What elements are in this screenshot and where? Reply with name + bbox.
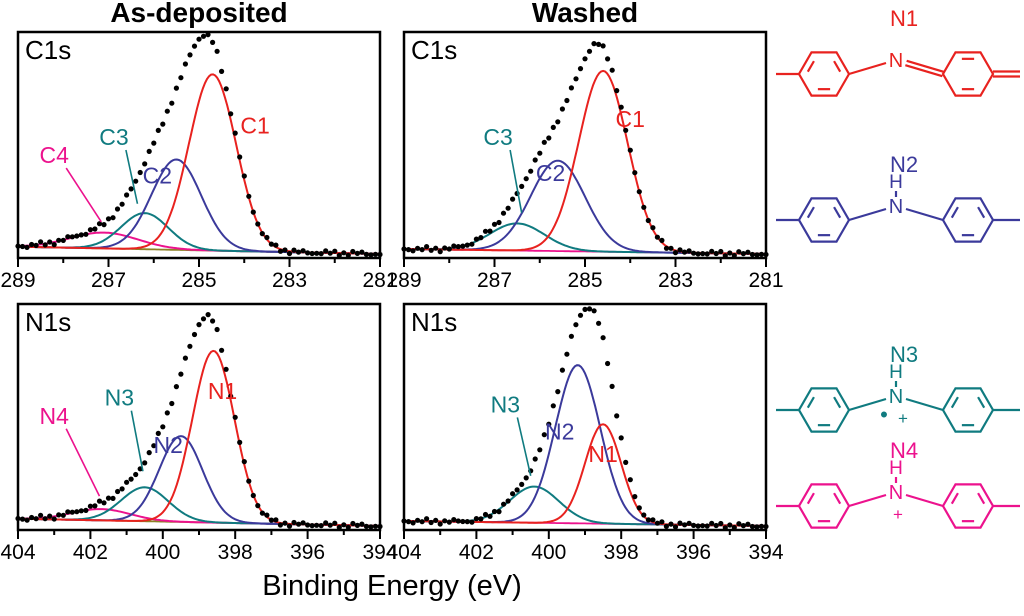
hydrogen-atom: H xyxy=(889,458,903,479)
structure-drawing-N4 xyxy=(776,477,1020,529)
structure-drawing-N1 xyxy=(776,51,1020,97)
x-axis-label: Binding Energy (eV) xyxy=(262,570,522,602)
annotation-pointer-C3 xyxy=(125,149,139,204)
nitrogen-atom: N xyxy=(889,482,903,504)
peak-label-C2: C2 xyxy=(536,160,565,186)
svg-text:400: 400 xyxy=(531,541,566,564)
annotation-pointer-N4 xyxy=(65,428,101,497)
peak-label-C4: C4 xyxy=(39,142,69,168)
column-title-as-deposited: As-deposited xyxy=(110,0,288,28)
peak-label-N3: N3 xyxy=(491,391,520,417)
peak-curve-C2 xyxy=(18,158,380,255)
structure-drawing-N2 xyxy=(776,191,1020,243)
svg-text:283: 283 xyxy=(272,269,307,292)
peak-label-N1: N1 xyxy=(588,441,617,467)
peak-curve-N1 xyxy=(18,349,380,527)
axis-box xyxy=(16,30,382,260)
structure-n2-amine: N2 NH xyxy=(776,152,1020,243)
peak-label-C1: C1 xyxy=(240,113,269,139)
peak-curve-C2 xyxy=(404,159,766,255)
svg-text:398: 398 xyxy=(604,541,639,564)
svg-text:402: 402 xyxy=(73,541,108,564)
svg-text:396: 396 xyxy=(290,541,325,564)
positive-charge: + xyxy=(898,409,908,428)
x-axis-tick-labels: 394 396 398 400 402 404 xyxy=(0,541,397,564)
measured-data-points xyxy=(15,32,383,258)
x-axis-ticks xyxy=(403,258,767,267)
nitrogen-atom: N xyxy=(889,50,903,72)
svg-text:400: 400 xyxy=(145,541,180,564)
peak-curve-N1 xyxy=(404,423,766,527)
hydrogen-atom: H xyxy=(889,172,903,193)
column-title-washed: Washed xyxy=(531,0,639,28)
svg-text:398: 398 xyxy=(218,541,253,564)
panel-title: C1s xyxy=(25,35,71,65)
svg-text:402: 402 xyxy=(459,541,494,564)
structure-n1-quinoid-imine: N1 N xyxy=(776,6,1020,97)
svg-text:283: 283 xyxy=(658,269,693,292)
hydrogen-atom: H xyxy=(889,362,903,383)
nitrogen-atom: N xyxy=(889,386,903,408)
measured-data-points xyxy=(401,41,769,259)
annotation-pointer-C3 xyxy=(509,149,523,213)
measured-data-points xyxy=(15,312,383,530)
svg-text:287: 287 xyxy=(477,269,512,292)
structure-label-N3: N3 xyxy=(890,342,918,367)
radical-dot: • xyxy=(880,402,888,427)
spectrum-panel-c1s-washed: 281 283 285 287 289 C1s C1 C2 C3 xyxy=(386,30,784,292)
svg-text:404: 404 xyxy=(386,541,421,564)
panel-title: C1s xyxy=(411,35,457,65)
svg-text:287: 287 xyxy=(91,269,126,292)
peak-label-N3: N3 xyxy=(105,385,134,411)
structure-label-N1: N1 xyxy=(890,6,918,31)
peak-label-N4: N4 xyxy=(39,403,69,429)
peak-label-C2: C2 xyxy=(143,162,172,188)
axis-box xyxy=(16,302,382,532)
measured-data-points xyxy=(401,306,769,531)
peak-label-N2: N2 xyxy=(545,419,574,445)
peak-label-C3: C3 xyxy=(483,124,512,150)
svg-text:289: 289 xyxy=(386,269,421,292)
svg-text:285: 285 xyxy=(567,269,602,292)
annotation-pointer-C4 xyxy=(65,167,102,223)
structure-label-N2: N2 xyxy=(890,152,918,177)
structure-n4-protonated-amine: N4 NH + xyxy=(776,438,1020,529)
peak-label-N2: N2 xyxy=(154,432,183,458)
spectrum-panel-n1s-as-deposited: 394 396 398 400 402 404 N1s N1 N2 N3 N4 xyxy=(0,302,398,564)
axis-box xyxy=(402,30,768,260)
structure-n3-radical-cation: N3 NH• + xyxy=(776,342,1020,433)
peak-curve-N2 xyxy=(404,364,766,527)
svg-text:404: 404 xyxy=(0,541,35,564)
positive-charge: + xyxy=(893,505,903,524)
svg-text:281: 281 xyxy=(748,269,783,292)
x-axis-tick-labels: 394 396 398 400 402 404 xyxy=(386,541,783,564)
peak-curve-C1 xyxy=(404,69,766,255)
axis-box xyxy=(402,302,768,532)
svg-text:281: 281 xyxy=(362,269,397,292)
svg-text:394: 394 xyxy=(362,541,397,564)
peak-label-C1: C1 xyxy=(616,106,645,132)
svg-text:285: 285 xyxy=(181,269,216,292)
peak-curve-C1 xyxy=(18,73,380,255)
annotation-pointer-N3 xyxy=(516,417,532,476)
x-axis-tick-labels: 281 283 285 287 289 xyxy=(386,269,783,292)
spectrum-panel-c1s-as-deposited: 281 283 285 287 289 C1s C1 C2 C3 C4 xyxy=(0,30,398,292)
panel-title: N1s xyxy=(411,307,457,337)
structure-label-N4: N4 xyxy=(890,438,918,463)
x-axis-ticks xyxy=(403,530,767,539)
peak-label-N1: N1 xyxy=(208,378,237,404)
svg-text:289: 289 xyxy=(0,269,35,292)
panel-title: N1s xyxy=(25,307,71,337)
spectrum-panel-n1s-washed: 394 396 398 400 402 404 N1s N1 N2 N3 xyxy=(386,302,784,564)
annotation-pointer-N3 xyxy=(130,410,144,472)
svg-text:394: 394 xyxy=(748,541,783,564)
peak-label-C3: C3 xyxy=(99,124,128,150)
nitrogen-atom: N xyxy=(889,196,903,218)
x-axis-ticks xyxy=(17,258,381,267)
x-axis-ticks xyxy=(17,530,381,539)
svg-text:396: 396 xyxy=(676,541,711,564)
structure-drawing-N3 xyxy=(776,381,1020,433)
x-axis-tick-labels: 281 283 285 287 289 xyxy=(0,269,397,292)
